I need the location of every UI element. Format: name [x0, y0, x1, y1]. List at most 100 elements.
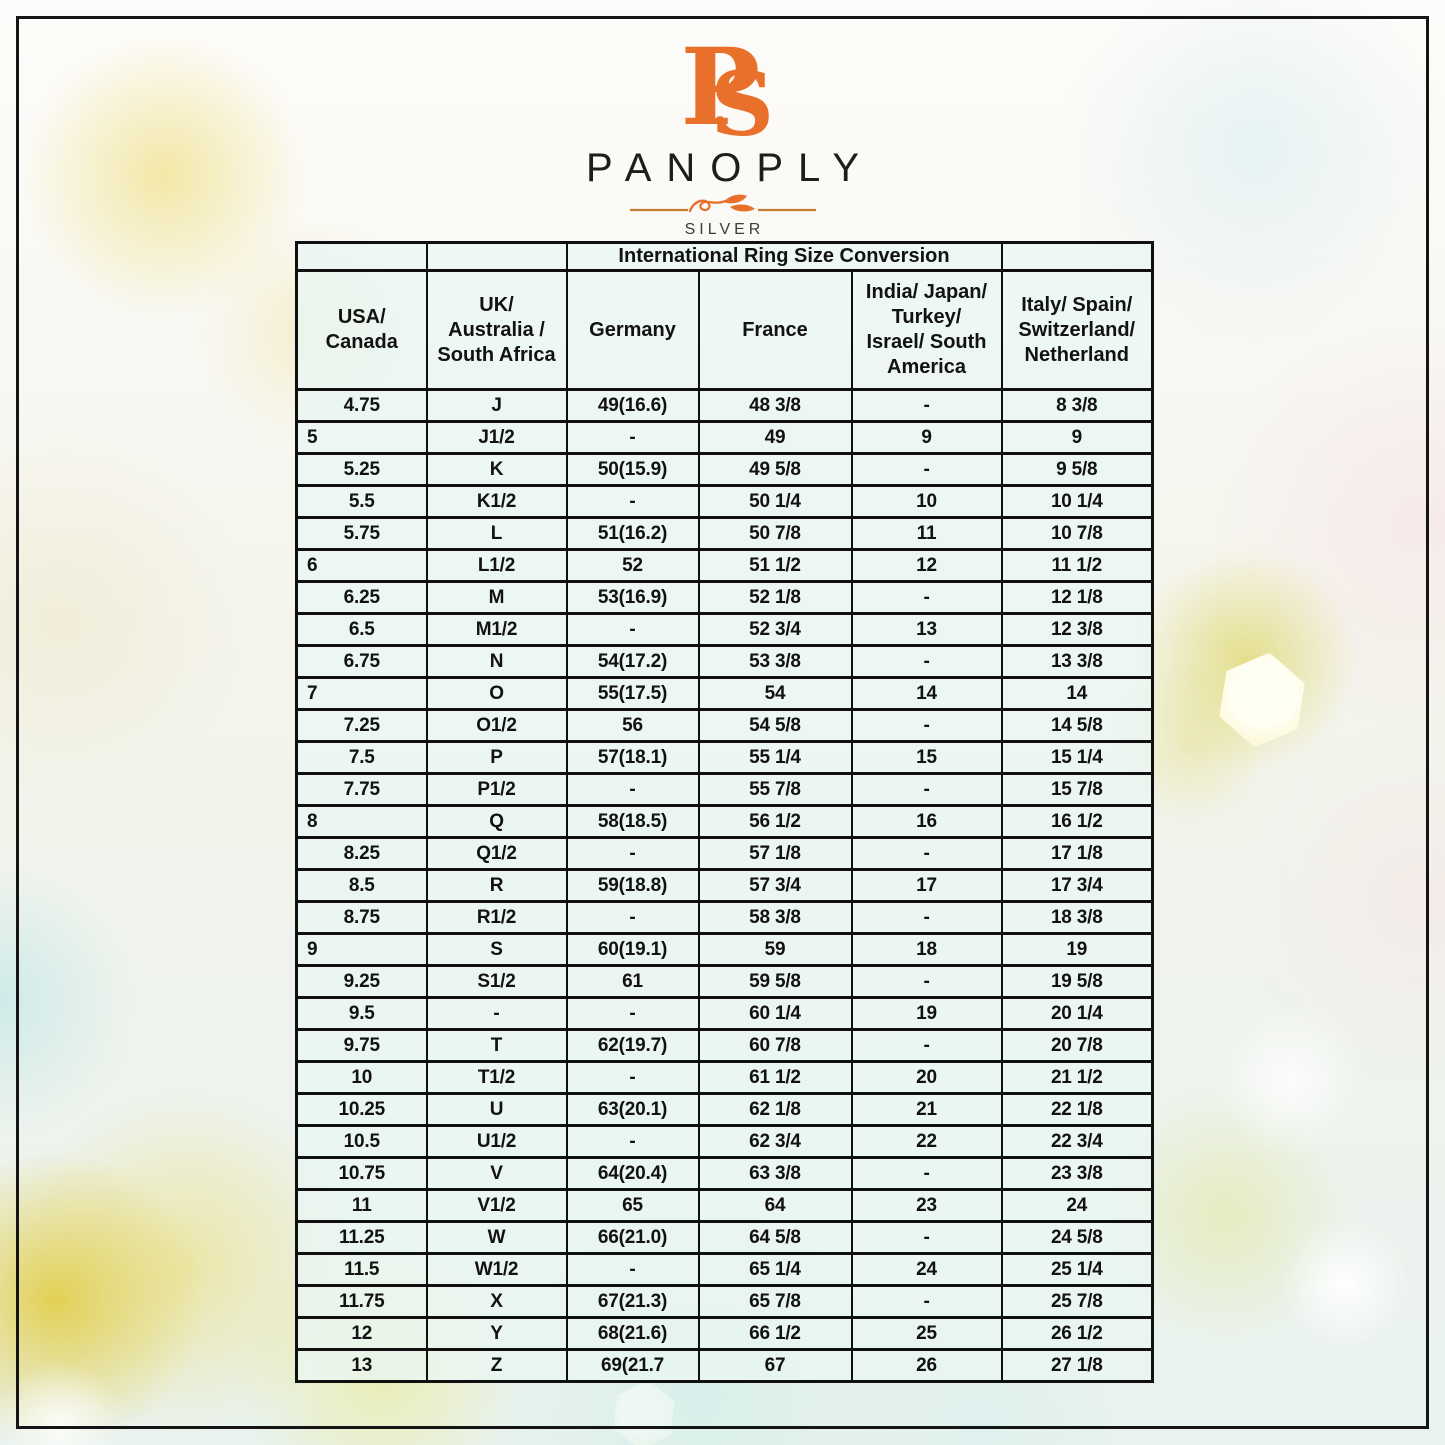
table-row: 9.75 T 62(19.7) 60 7/8-20 7/8: [295, 1028, 1154, 1063]
table-row: 12 Y 68(21.6) 66 1/2 25 26 1/2: [295, 1316, 1154, 1351]
table-cell: 18 3/8: [1000, 900, 1154, 935]
table-cell: -: [850, 772, 1003, 807]
table-cell: 25 7/8: [1000, 1284, 1154, 1319]
table-cell: -: [850, 1220, 1003, 1255]
table-cell: K: [425, 452, 568, 487]
table-cell: 67(21.3): [565, 1284, 700, 1319]
bokeh-hexagon: [609, 1377, 680, 1445]
table-cell: 8.25: [295, 836, 428, 871]
table-cell: 10: [295, 1060, 428, 1095]
table-cell: 19: [1000, 932, 1154, 967]
table-cell: U: [425, 1092, 568, 1127]
table-row: 6.25 M 53(16.9) 52 1/8-12 1/8: [295, 580, 1154, 615]
table-cell: M1/2: [425, 612, 568, 647]
table-cell: 22 3/4: [1000, 1124, 1154, 1159]
table-cell: P: [425, 740, 568, 775]
table-cell: 49: [697, 420, 853, 455]
table-cell: 7: [295, 676, 428, 711]
table-row: 10.75 V 64(20.4) 63 3/8-23 3/8: [295, 1156, 1154, 1191]
table-cell: 50(15.9): [565, 452, 700, 487]
table-cell: 66(21.0): [565, 1220, 700, 1255]
table-cell: W1/2: [425, 1252, 568, 1287]
table-cell: 57 3/4: [697, 868, 853, 903]
table-cell: W: [425, 1220, 568, 1255]
table-cell: -: [565, 996, 700, 1031]
table-cell: 14 5/8: [1000, 708, 1154, 743]
table-cell: 9 5/8: [1000, 452, 1154, 487]
table-cell: 52 1/8: [697, 580, 853, 615]
table-row: 13 Z 69(21.7 67 26 27 1/8: [295, 1348, 1154, 1383]
table-cell: 51(16.2): [565, 516, 700, 551]
table-cell: S1/2: [425, 964, 568, 999]
table-cell: 10.5: [295, 1124, 428, 1159]
table-cell: 48 3/8: [697, 388, 853, 423]
table-row: 7.75 P1/2-55 7/8-15 7/8: [295, 772, 1154, 807]
table-cell: L: [425, 516, 568, 551]
table-cell: 54 5/8: [697, 708, 853, 743]
table-cell: 18: [850, 932, 1003, 967]
table-cell: -: [850, 900, 1003, 935]
column-header: USA/ Canada: [295, 269, 428, 391]
table-cell: -: [565, 612, 700, 647]
brand-tagline: SILVER: [684, 221, 765, 238]
table-cell: 23: [850, 1188, 1003, 1223]
table-cell: T1/2: [425, 1060, 568, 1095]
table-cell: -: [565, 1124, 700, 1159]
table-cell: J1/2: [425, 420, 568, 455]
column-header: Italy/ Spain/ Switzerland/ Netherland: [1000, 269, 1154, 391]
table-cell: 9.75: [295, 1028, 428, 1063]
table-cell: 8.75: [295, 900, 428, 935]
table-cell: 10.25: [295, 1092, 428, 1127]
table-cell: -: [565, 900, 700, 935]
table-cell: V: [425, 1156, 568, 1191]
table-cell: 23 3/8: [1000, 1156, 1154, 1191]
table-cell: 9.5: [295, 996, 428, 1031]
column-header: France: [697, 269, 853, 391]
table-cell: 57 1/8: [697, 836, 853, 871]
table-cell: J: [425, 388, 568, 423]
table-cell: 8.5: [295, 868, 428, 903]
table-cell: M: [425, 580, 568, 615]
empty-cell: [425, 241, 568, 272]
table-cell: 17: [850, 868, 1003, 903]
table-cell: 11.75: [295, 1284, 428, 1319]
table-cell: 15: [850, 740, 1003, 775]
table-cell: 24: [1000, 1188, 1154, 1223]
empty-cell: [1000, 241, 1154, 272]
monogram-letter-p: P: [680, 24, 761, 149]
table-cell: Z: [425, 1348, 568, 1383]
table-cell: 9: [295, 932, 428, 967]
table-cell: 8: [295, 804, 428, 839]
table-header-row: USA/ Canada UK/ Australia / South Africa G…: [295, 269, 1154, 391]
table-cell: 55 7/8: [697, 772, 853, 807]
table-cell: 20 1/4: [1000, 996, 1154, 1031]
table-cell: 14: [850, 676, 1003, 711]
table-cell: 9: [1000, 420, 1154, 455]
table-cell: 61: [565, 964, 700, 999]
table-cell: 16: [850, 804, 1003, 839]
table-cell: 15 7/8: [1000, 772, 1154, 807]
table-cell: T: [425, 1028, 568, 1063]
table-cell: 60 1/4: [697, 996, 853, 1031]
table-cell: 58(18.5): [565, 804, 700, 839]
table-cell: 15 1/4: [1000, 740, 1154, 775]
table-cell: -: [425, 996, 568, 1031]
table-cell: 5.25: [295, 452, 428, 487]
table-cell: 6: [295, 548, 428, 583]
table-cell: 64 5/8: [697, 1220, 853, 1255]
table-row: 11 V1/2 65 64 23 24: [295, 1188, 1154, 1223]
table-row: 10 T1/2-61 1/2 20 21 1/2: [295, 1060, 1154, 1095]
bokeh-hexagon: [1211, 646, 1313, 755]
table-cell: 62 3/4: [697, 1124, 853, 1159]
table-cell: 62(19.7): [565, 1028, 700, 1063]
table-cell: 49 5/8: [697, 452, 853, 487]
table-cell: 57(18.1): [565, 740, 700, 775]
table-cell: -: [850, 644, 1003, 679]
table-cell: 58 3/8: [697, 900, 853, 935]
table-row: 9.5- -60 1/4 19 20 1/4: [295, 996, 1154, 1031]
table-cell: 59(18.8): [565, 868, 700, 903]
table-cell: 6.75: [295, 644, 428, 679]
table-cell: U1/2: [425, 1124, 568, 1159]
table-cell: 49(16.6): [565, 388, 700, 423]
table-cell: 60 7/8: [697, 1028, 853, 1063]
